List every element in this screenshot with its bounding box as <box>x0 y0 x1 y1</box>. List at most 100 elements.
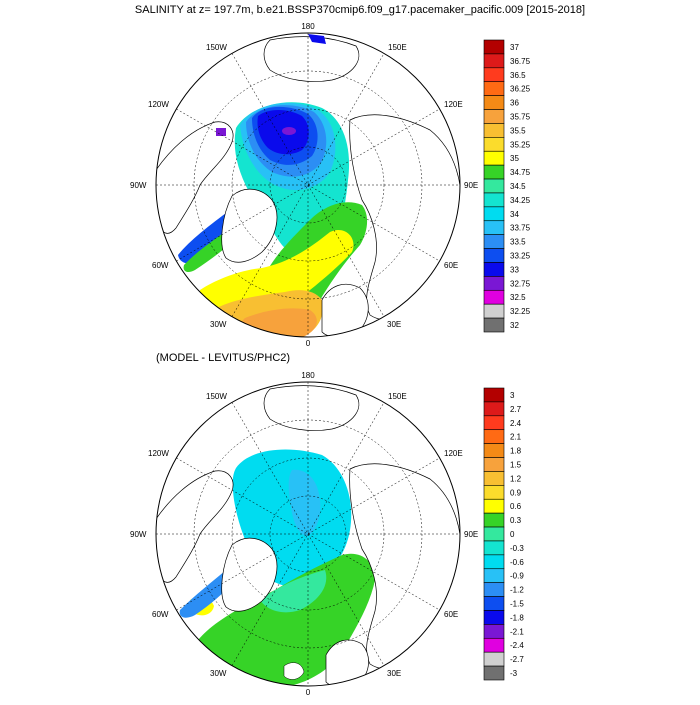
salinity-colorbar-label: 36.5 <box>510 71 526 80</box>
salinity-colorbar-label: 36.25 <box>510 85 531 94</box>
difference-colorbar-box <box>483 512 505 528</box>
difference-colorbar-box <box>483 471 505 486</box>
difference-colorbar-label: -2.4 <box>510 641 524 650</box>
difference-colorbar-label: 2.7 <box>510 405 522 414</box>
lon-label: 150E <box>388 392 407 401</box>
land-europe <box>321 283 369 337</box>
difference-colorbar-label: 1.8 <box>510 447 522 456</box>
lon-label: 180 <box>301 22 315 31</box>
difference-colorbar-box <box>483 568 505 583</box>
difference-colorbar-label: -3 <box>510 669 518 678</box>
lon-label: 90W <box>130 181 147 190</box>
difference-colorbar-label: -2.7 <box>510 655 524 664</box>
salinity-colorbar-box <box>483 81 505 96</box>
lon-label: 120W <box>148 100 169 109</box>
difference-colorbar-box <box>483 498 505 514</box>
lon-label: 0 <box>306 688 311 697</box>
hudson-purple-spot <box>216 128 226 136</box>
difference-field-blue <box>288 469 321 536</box>
difference-colorbar-box <box>483 610 505 625</box>
salinity-colorbar-label: 35.5 <box>510 126 526 135</box>
salinity-field-yellow <box>200 230 354 317</box>
salinity-map <box>156 33 460 337</box>
difference-colorbar-box <box>483 415 505 431</box>
land-greenland <box>221 188 278 263</box>
salinity-colorbar: 37 36.75 36.5 36.25 36 35.75 35.5 35.25 35 34.75 3… <box>483 39 531 333</box>
salinity-lon-labels: 180 150E 120E 90E 60E 30E 0 30W 60W 90W … <box>130 22 478 348</box>
difference-colorbar-label: -1.5 <box>510 600 524 609</box>
difference-colorbar-label: 1.5 <box>510 460 522 469</box>
lon-label: 90E <box>464 530 478 539</box>
salinity-colorbar-label: 33 <box>510 265 519 274</box>
difference-colorbar-box <box>483 429 505 444</box>
difference-colorbar-box <box>483 485 505 500</box>
lon-label: 60E <box>444 261 458 270</box>
difference-colorbar-box <box>483 554 505 570</box>
difference-title: (MODEL - LEVITUS/PHC2) <box>156 352 290 364</box>
salinity-colorbar-box <box>483 276 505 291</box>
difference-colorbar-label: 1.2 <box>510 474 522 483</box>
lon-label: 0 <box>306 339 311 348</box>
salinity-colorbar-box <box>483 109 505 124</box>
difference-colorbar-box <box>483 457 505 472</box>
salinity-colorbar-label: 32.5 <box>510 293 526 302</box>
difference-colorbar-box <box>483 665 505 681</box>
salinity-colorbar-box <box>483 67 505 83</box>
salinity-colorbar-box <box>483 262 505 277</box>
salinity-colorbar-box <box>483 289 505 305</box>
difference-colorbar-label: 0.6 <box>510 502 522 511</box>
lon-label: 60W <box>152 261 169 270</box>
lon-label: 120E <box>444 100 463 109</box>
salinity-colorbar-box <box>483 123 505 138</box>
graticule <box>156 33 460 337</box>
salinity-colorbar-label: 32 <box>510 321 519 330</box>
difference-map <box>156 382 460 686</box>
difference-colorbar-box <box>483 526 505 542</box>
salinity-colorbar-box <box>483 95 505 110</box>
salinity-colorbar-label: 35.75 <box>510 112 531 121</box>
difference-colorbar-box <box>483 401 505 417</box>
salinity-colorbar-box <box>483 137 505 152</box>
difference-field-green-2 <box>260 570 327 613</box>
lon-label: 30E <box>387 669 401 678</box>
salinity-colorbar-label: 33.25 <box>510 252 531 261</box>
lon-label: 30W <box>210 669 227 678</box>
lon-label: 120E <box>444 449 463 458</box>
salinity-colorbar-box <box>483 53 505 69</box>
difference-panel: (MODEL - LEVITUS/PHC2) <box>130 352 524 697</box>
difference-colorbar-box <box>483 387 505 403</box>
difference-colorbar-label: -2.1 <box>510 627 524 636</box>
difference-colorbar-label: 2.1 <box>510 433 522 442</box>
difference-colorbar-label: -0.3 <box>510 544 524 553</box>
difference-colorbar-label: 2.4 <box>510 419 522 428</box>
graticule <box>156 382 460 686</box>
difference-lon-labels: 180 150E 120E 90E 60E 30E 0 30W 60W 90W … <box>130 371 478 697</box>
land-alaska-siberia <box>263 385 360 431</box>
lon-label: 90W <box>130 530 147 539</box>
salinity-colorbar-label: 32.75 <box>510 279 531 288</box>
salinity-colorbar-box <box>483 248 505 263</box>
bering-blue-spot <box>308 34 326 44</box>
salinity-colorbar-label: 37 <box>510 43 519 52</box>
salinity-map-border <box>155 32 461 338</box>
salinity-colorbar-label: 33.75 <box>510 224 531 233</box>
salinity-colorbar-box <box>483 303 505 319</box>
lon-label: 90E <box>464 181 478 190</box>
land-europe <box>325 639 369 686</box>
salinity-colorbar-box <box>483 178 505 194</box>
difference-colorbar-label: -1.2 <box>510 586 524 595</box>
difference-colorbar-label: 0 <box>510 530 515 539</box>
difference-colorbar-label: 0.9 <box>510 488 522 497</box>
salinity-colorbar-box <box>483 317 505 333</box>
salinity-colorbar-box <box>483 206 505 222</box>
difference-colorbar-label: -1.8 <box>510 613 524 622</box>
salinity-colorbar-label: 34.5 <box>510 182 526 191</box>
salinity-colorbar-label: 33.5 <box>510 238 526 247</box>
lon-label: 150W <box>206 392 227 401</box>
salinity-colorbar-box <box>483 234 505 249</box>
salinity-colorbar-box <box>483 220 505 235</box>
difference-colorbar-box <box>483 582 505 597</box>
lon-label: 120W <box>148 449 169 458</box>
lon-label: 150W <box>206 43 227 52</box>
